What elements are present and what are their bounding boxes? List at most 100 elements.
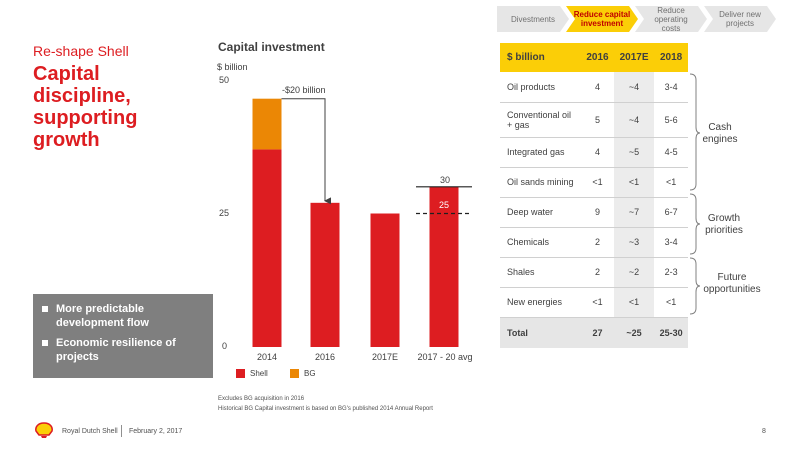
nav-step-divestments[interactable]: Divestments (497, 6, 569, 32)
value-cell: <1 (654, 167, 688, 198)
value-cell: ~4 (613, 72, 655, 103)
value-cell: <1 (654, 287, 688, 318)
nav-step-reduce-operating[interactable]: Reduce operating costs (635, 6, 707, 32)
value-cell: ~4 (613, 102, 655, 138)
bullet-square-icon (42, 306, 48, 312)
value-cell: 4 (581, 72, 614, 103)
value-cell: 2-3 (654, 257, 688, 288)
value-cell: 3-4 (654, 227, 688, 258)
nav-step-reduce-capital[interactable]: Reduce capital investment (566, 6, 638, 32)
chart-footnote: Excludes BG acquisition in 2016 (218, 396, 305, 402)
value-cell: <1 (581, 287, 614, 318)
section-kicker: Re-shape Shell (33, 43, 129, 59)
group-braces (689, 73, 701, 315)
row-label: Oil products (500, 72, 581, 103)
brace-cash-engines (689, 73, 701, 191)
value-cell: ~2 (613, 257, 655, 288)
x-tick-label: 2017E (371, 352, 399, 362)
legend-swatch-shell (236, 369, 245, 378)
value-cell: ~3 (613, 227, 655, 258)
brace-future-opportunities (689, 257, 701, 315)
total-cell: 25-30 (654, 317, 688, 348)
shell-logo-icon (35, 422, 53, 438)
bullet-text: Economic resilience of projects (56, 337, 176, 363)
legend-label: BG (304, 369, 316, 378)
footer-divider (121, 425, 122, 437)
row-label: Oil sands mining (500, 167, 581, 198)
value-cell: 5 (581, 102, 614, 138)
table-row: Deep water 9 ~7 6-7 (500, 197, 688, 228)
total-cell: ~25 (613, 317, 655, 348)
table-row: Conventional oil + gas 5 ~4 5-6 (500, 102, 688, 138)
row-label: New energies (500, 287, 581, 318)
chart-title: Capital investment (218, 40, 325, 54)
bar-shell-2016 (310, 202, 340, 347)
key-points-box: More predictable development flow Econom… (33, 294, 213, 378)
total-cell: 27 (581, 317, 614, 348)
nav-step-label: Divestments (510, 14, 555, 24)
bar-shell-2017-20-avg (429, 186, 459, 347)
table-row: Oil sands mining <1 <1 <1 (500, 167, 688, 198)
nav-step-new-projects[interactable]: Deliver new projects (704, 6, 776, 32)
x-tick-label: 2014 (256, 352, 278, 362)
row-label: Total (500, 317, 581, 348)
table-row: Chemicals 2 ~3 3-4 (500, 227, 688, 258)
footer-company: Royal Dutch Shell (62, 428, 118, 435)
legend-item-shell: Shell (236, 369, 268, 378)
row-label: Shales (500, 257, 581, 288)
bullet-text: More predictable development flow (56, 303, 149, 329)
range-high-label: 30 (440, 175, 451, 185)
table-row: Oil products 4 ~4 3-4 (500, 72, 688, 103)
row-label: Chemicals (500, 227, 581, 258)
legend-item-bg: BG (290, 369, 316, 378)
table-total-row: Total 27 ~25 25-30 (500, 317, 688, 348)
legend-label: Shell (250, 369, 268, 378)
group-label-growth-priorities: Growth priorities (705, 213, 743, 236)
value-cell: 3-4 (654, 72, 688, 103)
value-cell: ~7 (613, 197, 655, 228)
capital-investment-chart (252, 98, 472, 347)
value-cell: <1 (581, 167, 614, 198)
value-cell: 4 (581, 137, 614, 168)
range-low-label: 25 (439, 200, 450, 210)
value-cell: <1 (613, 167, 655, 198)
value-cell: 6-7 (654, 197, 688, 228)
capex-by-business-table: $ billion 2016 2017E 2018 Oil products 4 ~… (500, 43, 688, 348)
x-tick-label: 2016 (314, 352, 336, 362)
bar-bg-2014 (252, 98, 282, 150)
bullet-item: More predictable development flow (42, 302, 205, 330)
nav-step-label: Reduce capital investment (573, 10, 631, 28)
table-header-cell: 2017E (613, 43, 655, 72)
bullet-item: Economic resilience of projects (42, 336, 205, 364)
table-row: Shales 2 ~2 2-3 (500, 257, 688, 288)
nav-step-label: Deliver new projects (719, 10, 761, 28)
table-row: Integrated gas 4 ~5 4-5 (500, 137, 688, 168)
y-tick-label: 25 (219, 208, 230, 218)
table-row: New energies <1 <1 <1 (500, 287, 688, 318)
value-cell: 5-6 (654, 102, 688, 138)
group-label-cash-engines: Cash engines (702, 122, 738, 145)
table-header-cell: 2016 (581, 43, 614, 72)
row-label: Integrated gas (500, 137, 581, 168)
value-cell: 2 (581, 257, 614, 288)
group-label-future-opportunities: Future opportunities (703, 272, 761, 295)
reduction-annotation: -$20 billion (280, 85, 328, 95)
value-cell: ~5 (613, 137, 655, 168)
reduction-arrow (281, 98, 331, 205)
chart-unit-label: $ billion (217, 62, 248, 72)
row-label: Deep water (500, 197, 581, 228)
y-tick-label: 50 (219, 75, 230, 85)
value-cell: 2 (581, 227, 614, 258)
y-tick-label: 0 (222, 341, 228, 351)
footer-date: February 2, 2017 (129, 428, 183, 435)
value-cell: 4-5 (654, 137, 688, 168)
page-number: 8 (762, 428, 766, 435)
chart-footnote: Historical BG Capital investment is base… (218, 406, 433, 412)
x-tick-label: 2017 - 20 avg (417, 352, 473, 362)
bar-shell-2017e (370, 213, 400, 347)
row-label: Conventional oil + gas (500, 102, 581, 138)
nav-step-label: Reduce operating costs (654, 5, 688, 33)
brace-growth-priorities (689, 193, 701, 255)
page-title: Capital discipline, supporting growth (33, 63, 138, 151)
value-cell: <1 (613, 287, 655, 318)
